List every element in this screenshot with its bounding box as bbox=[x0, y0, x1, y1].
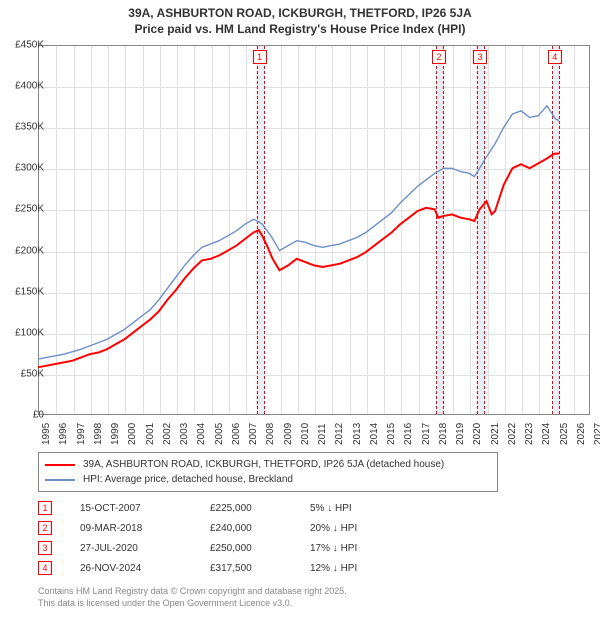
x-tick-label: 1998 bbox=[93, 423, 104, 445]
legend-swatch bbox=[45, 479, 75, 481]
title-line-1: 39A, ASHBURTON ROAD, ICKBURGH, THETFORD,… bbox=[0, 6, 600, 22]
x-tick-label: 2024 bbox=[541, 423, 552, 445]
line-series-svg bbox=[38, 45, 590, 415]
series-line bbox=[38, 106, 559, 359]
footnote: Contains HM Land Registry data © Crown c… bbox=[38, 586, 347, 609]
x-tick-label: 2011 bbox=[317, 423, 328, 445]
x-tick-label: 2027 bbox=[593, 423, 600, 445]
y-tick-label: £50K bbox=[4, 368, 44, 379]
title-line-2: Price paid vs. HM Land Registry's House … bbox=[0, 22, 600, 38]
x-tick-label: 1999 bbox=[110, 423, 121, 445]
x-tick-label: 2023 bbox=[524, 423, 535, 445]
x-tick-label: 2008 bbox=[265, 423, 276, 445]
sales-date: 27-JUL-2020 bbox=[80, 543, 210, 554]
x-tick-label: 2017 bbox=[421, 423, 432, 445]
x-tick-label: 2002 bbox=[162, 423, 173, 445]
sales-date: 15-OCT-2007 bbox=[80, 503, 210, 514]
x-tick-label: 2010 bbox=[300, 423, 311, 445]
legend: 39A, ASHBURTON ROAD, ICKBURGH, THETFORD,… bbox=[38, 452, 498, 492]
y-tick-label: £350K bbox=[4, 122, 44, 133]
sales-row: 1 15-OCT-2007£225,0005% ↓ HPI bbox=[38, 498, 410, 518]
x-tick-label: 2016 bbox=[403, 423, 414, 445]
sales-date: 09-MAR-2018 bbox=[80, 523, 210, 534]
sales-row: 4 26-NOV-2024£317,50012% ↓ HPI bbox=[38, 558, 410, 578]
y-tick-label: £300K bbox=[4, 163, 44, 174]
legend-swatch bbox=[45, 464, 75, 466]
x-tick-label: 2009 bbox=[283, 423, 294, 445]
sales-marker-num: 1 bbox=[38, 501, 52, 515]
sales-marker-num: 3 bbox=[38, 541, 52, 555]
sales-price: £250,000 bbox=[210, 543, 310, 554]
x-tick-label: 1997 bbox=[76, 423, 87, 445]
x-tick-label: 2021 bbox=[490, 423, 501, 445]
x-tick-label: 2004 bbox=[196, 423, 207, 445]
y-tick-label: £250K bbox=[4, 204, 44, 215]
series-line bbox=[38, 154, 559, 368]
y-tick-label: £100K bbox=[4, 327, 44, 338]
x-tick-label: 2022 bbox=[507, 423, 518, 445]
x-tick-label: 1996 bbox=[58, 423, 69, 445]
sales-row: 2 09-MAR-2018£240,00020% ↓ HPI bbox=[38, 518, 410, 538]
x-tick-label: 2020 bbox=[472, 423, 483, 445]
x-tick-label: 2013 bbox=[352, 423, 363, 445]
legend-row: 39A, ASHBURTON ROAD, ICKBURGH, THETFORD,… bbox=[45, 457, 491, 472]
sales-diff: 20% ↓ HPI bbox=[310, 523, 410, 534]
x-tick-label: 2000 bbox=[127, 423, 138, 445]
y-tick-label: £450K bbox=[4, 40, 44, 51]
x-tick-label: 2005 bbox=[214, 423, 225, 445]
x-tick-label: 2026 bbox=[576, 423, 587, 445]
sales-price: £225,000 bbox=[210, 503, 310, 514]
x-tick-label: 2019 bbox=[455, 423, 466, 445]
footnote-line-1: Contains HM Land Registry data © Crown c… bbox=[38, 586, 347, 598]
x-tick-label: 2001 bbox=[145, 423, 156, 445]
x-tick-label: 2003 bbox=[179, 423, 190, 445]
legend-label: 39A, ASHBURTON ROAD, ICKBURGH, THETFORD,… bbox=[83, 457, 444, 472]
x-tick-label: 2006 bbox=[231, 423, 242, 445]
x-tick-label: 2025 bbox=[559, 423, 570, 445]
x-tick-label: 2014 bbox=[369, 423, 380, 445]
x-tick-label: 2012 bbox=[334, 423, 345, 445]
y-tick-label: £400K bbox=[4, 81, 44, 92]
sales-table: 1 15-OCT-2007£225,0005% ↓ HPI 2 09-MAR-2018… bbox=[38, 498, 410, 578]
sales-price: £240,000 bbox=[210, 523, 310, 534]
sales-diff: 17% ↓ HPI bbox=[310, 543, 410, 554]
y-tick-label: £200K bbox=[4, 245, 44, 256]
chart-container: 39A, ASHBURTON ROAD, ICKBURGH, THETFORD,… bbox=[0, 0, 600, 620]
chart-title: 39A, ASHBURTON ROAD, ICKBURGH, THETFORD,… bbox=[0, 0, 600, 37]
sales-date: 26-NOV-2024 bbox=[80, 563, 210, 574]
plot-area: 1234 bbox=[38, 45, 590, 415]
x-tick-label: 2018 bbox=[438, 423, 449, 445]
sales-diff: 12% ↓ HPI bbox=[310, 563, 410, 574]
x-tick-label: 2007 bbox=[248, 423, 259, 445]
y-tick-label: £150K bbox=[4, 286, 44, 297]
sales-row: 3 27-JUL-2020£250,00017% ↓ HPI bbox=[38, 538, 410, 558]
sales-price: £317,500 bbox=[210, 563, 310, 574]
sales-marker-num: 4 bbox=[38, 561, 52, 575]
sales-marker-num: 2 bbox=[38, 521, 52, 535]
x-tick-label: 2015 bbox=[386, 423, 397, 445]
y-tick-label: £0 bbox=[4, 410, 44, 421]
sales-diff: 5% ↓ HPI bbox=[310, 503, 410, 514]
x-tick-label: 1995 bbox=[41, 423, 52, 445]
footnote-line-2: This data is licensed under the Open Gov… bbox=[38, 598, 347, 610]
legend-label: HPI: Average price, detached house, Brec… bbox=[83, 472, 293, 487]
legend-row: HPI: Average price, detached house, Brec… bbox=[45, 472, 491, 487]
